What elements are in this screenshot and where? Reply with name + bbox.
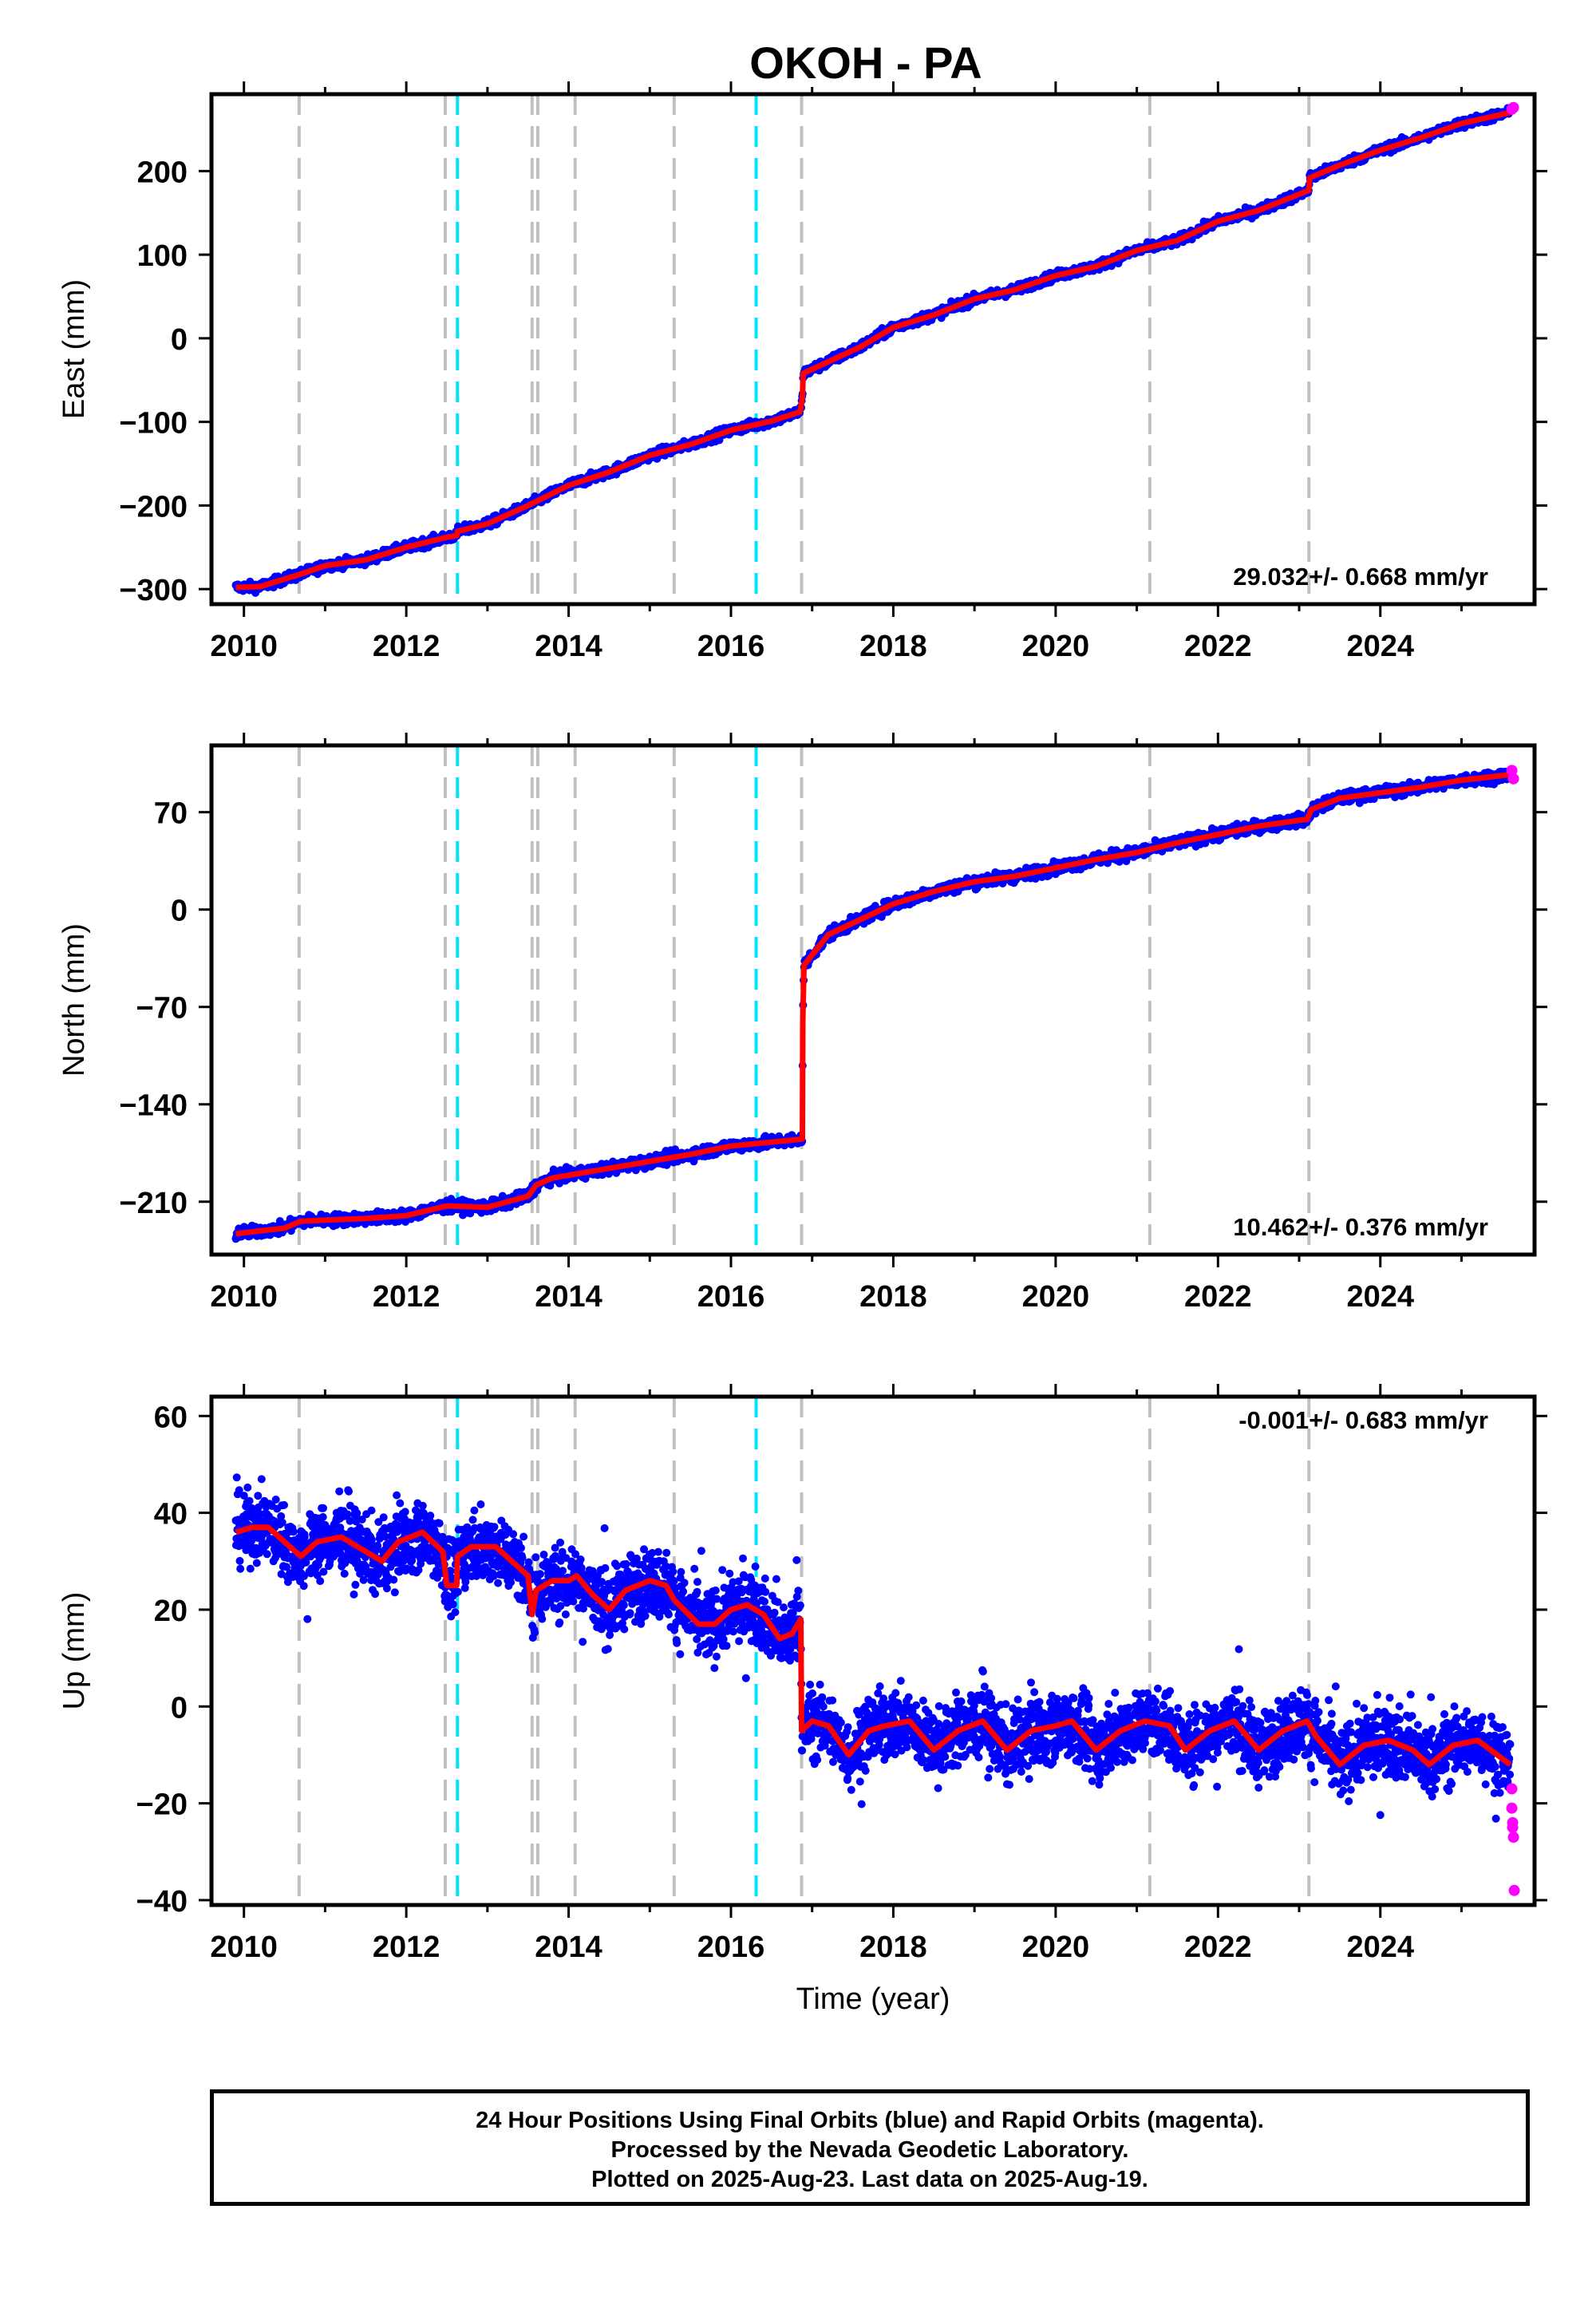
x-tick-label: 2020 [1022, 630, 1090, 663]
chart-title: OKOH - PA [749, 38, 982, 88]
rate-label: 29.032+/- 0.668 mm/yr [1233, 563, 1488, 591]
panel-2: 2010 2012 2014 2016 2018 2020 2022 2024700−70−1… [57, 733, 1547, 1314]
y-tick-label: 0 [171, 323, 188, 357]
x-tick-label: 2018 [859, 630, 927, 663]
y-tick-label: −200 [119, 490, 188, 524]
scatter-final-orbits [231, 767, 1515, 1243]
x-tick-label: 2014 [535, 630, 602, 663]
scatter-final-orbits [231, 104, 1515, 597]
x-tick-label: 2024 [1346, 630, 1414, 663]
y-tick-label: −300 [119, 574, 188, 607]
x-tick-label: 2010 [210, 630, 278, 663]
y-tick-label: 200 [137, 156, 188, 189]
panel-1: 2010 2012 2014 2016 2018 2020 2022 2024 200 100 0 −… [57, 81, 1547, 663]
y-tick-label: −100 [119, 407, 188, 441]
y-axis-label: East (mm) [57, 279, 91, 419]
x-tick-label: 2022 [1184, 630, 1252, 663]
model-line [235, 109, 1511, 591]
y-tick-label: 100 [137, 239, 188, 273]
x-tick-label: 2016 [697, 630, 765, 663]
x-tick-label: 2012 [373, 630, 440, 663]
rapid-point [1507, 101, 1519, 113]
